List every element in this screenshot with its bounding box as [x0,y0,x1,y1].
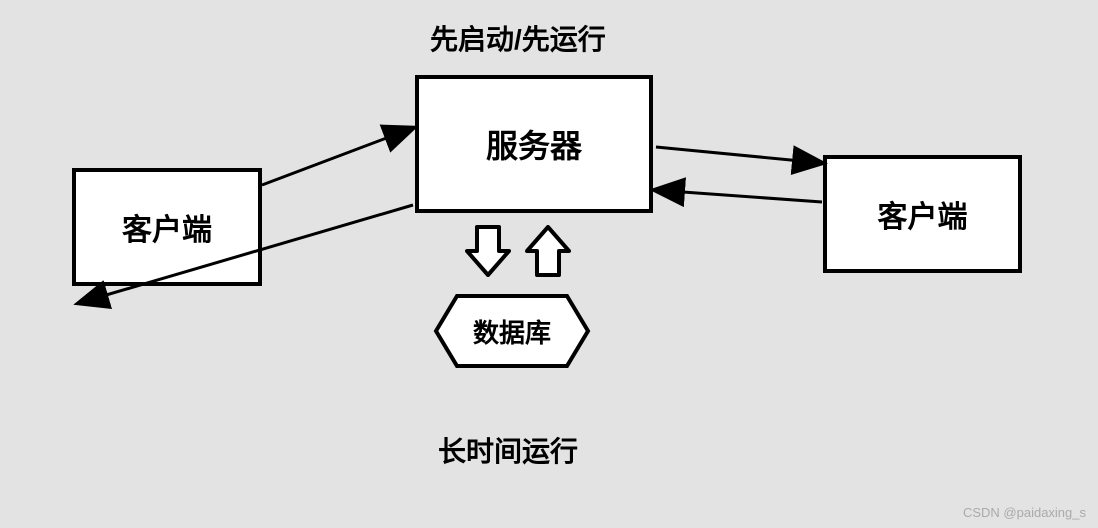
database-node: 数据库 [432,292,592,370]
database-label: 数据库 [473,313,551,350]
client-right-node: 客户端 [823,155,1022,273]
client-left-label: 客户端 [122,205,212,249]
block-arrow-up-icon [525,225,571,277]
client-left-node: 客户端 [72,168,262,286]
watermark-text: CSDN @paidaxing_s [963,505,1086,520]
server-label: 服务器 [486,121,582,167]
client-right-label: 客户端 [878,192,968,236]
top-caption: 先启动/先运行 [430,18,606,58]
block-arrow-down-icon [465,225,511,277]
server-node: 服务器 [415,75,653,213]
bottom-caption: 长时间运行 [438,430,578,470]
